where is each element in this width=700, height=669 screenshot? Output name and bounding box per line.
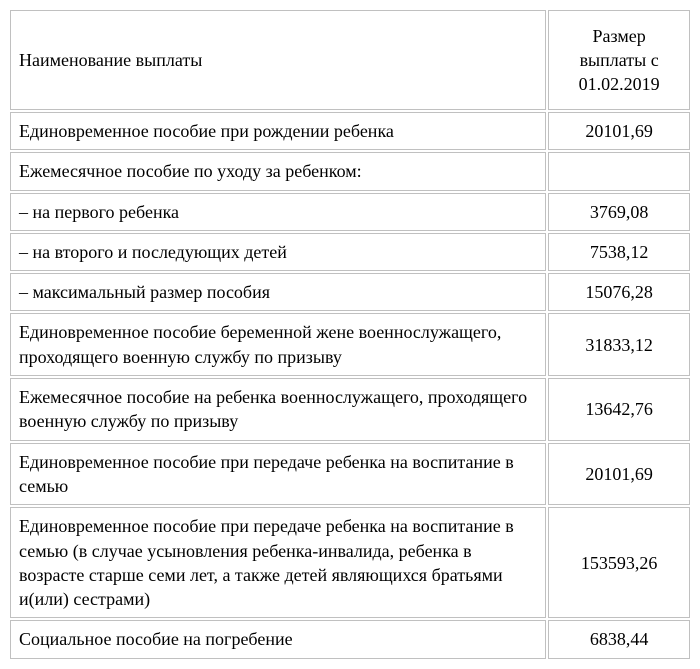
row-name: Единовременное пособие при передаче ребе… [10, 507, 546, 618]
row-amount: 20101,69 [548, 112, 690, 150]
table-row: Единовременное пособие при передаче ребе… [10, 507, 690, 618]
row-name: Единовременное пособие при передаче ребе… [10, 443, 546, 506]
table-row: Единовременное пособие при рождении ребе… [10, 112, 690, 150]
table-row: – на первого ребенка 3769,08 [10, 193, 690, 231]
table-row: Ежемесячное пособие по уходу за ребенком… [10, 152, 690, 190]
row-name: – максимальный размер пособия [10, 273, 546, 311]
table-row: – на второго и последующих детей 7538,12 [10, 233, 690, 271]
row-amount: 7538,12 [548, 233, 690, 271]
row-amount: 153593,26 [548, 507, 690, 618]
table-row: Единовременное пособие беременной жене в… [10, 313, 690, 376]
row-amount: 15076,28 [548, 273, 690, 311]
row-amount: 20101,69 [548, 443, 690, 506]
table-header-row: Наименование выплаты Размер выплаты с 01… [10, 10, 690, 110]
row-name: – на первого ребенка [10, 193, 546, 231]
header-name: Наименование выплаты [10, 10, 546, 110]
row-name: – на второго и последующих детей [10, 233, 546, 271]
row-name: Ежемесячное пособие по уходу за ребенком… [10, 152, 546, 190]
table-row: Ежемесячное пособие на ребенка военнослу… [10, 378, 690, 441]
row-name: Единовременное пособие беременной жене в… [10, 313, 546, 376]
table-body: Наименование выплаты Размер выплаты с 01… [10, 10, 690, 659]
header-amount: Размер выплаты с 01.02.2019 [548, 10, 690, 110]
row-name: Ежемесячное пособие на ребенка военнослу… [10, 378, 546, 441]
row-amount [548, 152, 690, 190]
row-amount: 13642,76 [548, 378, 690, 441]
table-row: Единовременное пособие при передаче ребе… [10, 443, 690, 506]
row-amount: 6838,44 [548, 620, 690, 658]
table-row: – максимальный размер пособия 15076,28 [10, 273, 690, 311]
row-name: Единовременное пособие при рождении ребе… [10, 112, 546, 150]
row-amount: 31833,12 [548, 313, 690, 376]
row-name: Социальное пособие на погребение [10, 620, 546, 658]
payments-table: Наименование выплаты Размер выплаты с 01… [8, 8, 692, 661]
row-amount: 3769,08 [548, 193, 690, 231]
table-row: Социальное пособие на погребение 6838,44 [10, 620, 690, 658]
